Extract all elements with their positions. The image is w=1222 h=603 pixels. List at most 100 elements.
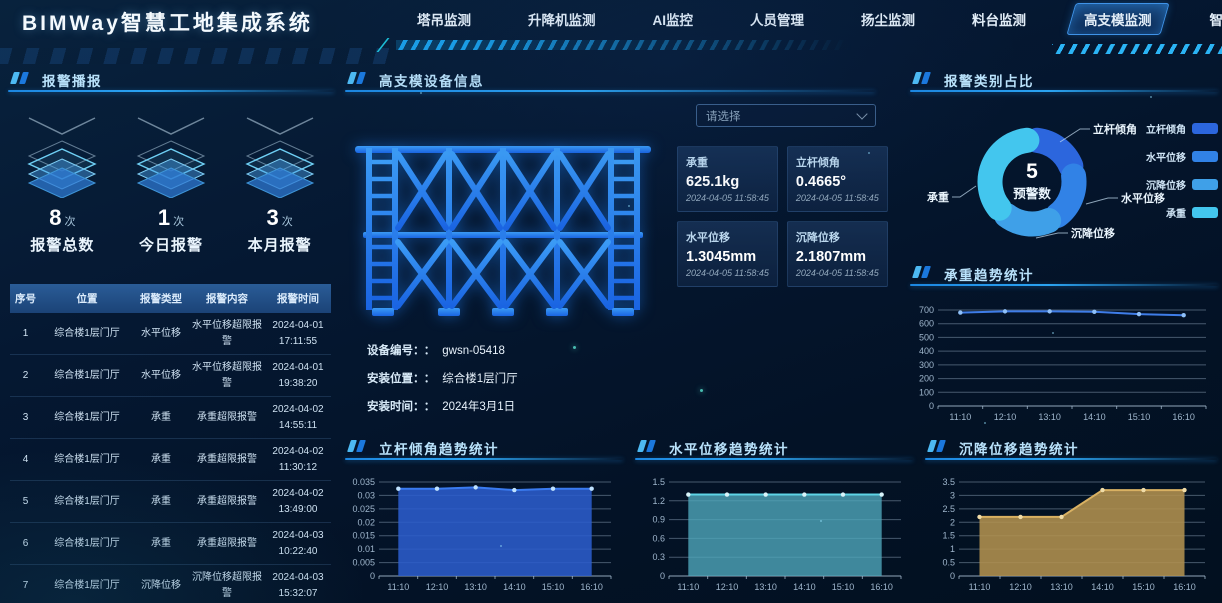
table-cell: 承重 bbox=[133, 522, 189, 565]
svg-text:15:10: 15:10 bbox=[1132, 582, 1155, 592]
svg-text:2: 2 bbox=[950, 517, 955, 527]
alarm-stat: 3 次本月报警 bbox=[228, 106, 332, 255]
metric-timestamp: 2024-04-05 11:58:45 bbox=[686, 193, 769, 203]
legend-item-水平位移[interactable]: 水平位移 bbox=[1146, 149, 1218, 164]
svg-text:13:10: 13:10 bbox=[464, 582, 487, 592]
tab-升降机监测[interactable]: 升降机监测 bbox=[516, 4, 608, 34]
chevron-down-icon bbox=[856, 107, 868, 120]
header-underline bbox=[8, 90, 334, 92]
svg-text:1.5: 1.5 bbox=[652, 477, 665, 487]
svg-text:1: 1 bbox=[950, 544, 955, 554]
device-info-row: 安装时间： ： 2024年3月1日 bbox=[367, 398, 518, 414]
svg-text:300: 300 bbox=[919, 360, 934, 370]
double-slash-icon bbox=[347, 439, 367, 457]
legend-item-沉降位移[interactable]: 沉降位移 bbox=[1146, 177, 1218, 192]
svg-text:0.015: 0.015 bbox=[352, 531, 375, 541]
table-cell: 6 bbox=[10, 522, 41, 565]
tab-扬尘监测[interactable]: 扬尘监测 bbox=[849, 4, 927, 34]
table-row: 3 综合楼1层门厅 承重 承重超限报警 2024-04-02 14:55:11 bbox=[10, 396, 331, 439]
panel-header: 立杆倾角趋势统计 bbox=[345, 436, 623, 460]
svg-text:0: 0 bbox=[950, 571, 955, 581]
header-underline bbox=[345, 458, 623, 460]
table-row: 2 综合楼1层门厅 水平位移 水平位移超限报警 2024-04-01 19:38:20 bbox=[10, 354, 331, 397]
tab-label: 人员管理 bbox=[750, 13, 804, 28]
svg-text:3.5: 3.5 bbox=[942, 477, 955, 487]
tab-智[interactable]: 智 bbox=[1198, 4, 1222, 34]
stat-unit: 次 bbox=[64, 216, 76, 228]
device-info-row: 安装位置： ： 综合楼1层门厅 bbox=[367, 370, 518, 386]
double-slash-icon bbox=[912, 265, 932, 283]
metric-timestamp: 2024-04-05 11:58:45 bbox=[686, 268, 769, 278]
svg-text:0.3: 0.3 bbox=[652, 552, 665, 562]
svg-text:0.025: 0.025 bbox=[352, 504, 375, 514]
donut-callout-label: 承重 bbox=[927, 190, 949, 204]
tab-label: 料台监测 bbox=[972, 13, 1026, 28]
table-cell: 3 bbox=[10, 396, 41, 439]
svg-text:15:10: 15:10 bbox=[542, 582, 565, 592]
table-cell: 水平位移超限报警 bbox=[189, 313, 265, 355]
svg-text:100: 100 bbox=[919, 387, 934, 397]
tab-label: 高支模监测 bbox=[1084, 13, 1152, 28]
svg-text:13:10: 13:10 bbox=[1050, 582, 1073, 592]
svg-text:12:10: 12:10 bbox=[994, 412, 1017, 422]
device-select[interactable]: 请选择 bbox=[696, 104, 876, 127]
table-header-row: 序号 位置 报警类型 报警内容 报警时间 bbox=[10, 284, 331, 313]
double-slash-icon bbox=[637, 439, 657, 457]
tab-人员管理[interactable]: 人员管理 bbox=[738, 4, 816, 34]
svg-text:13:10: 13:10 bbox=[754, 582, 777, 592]
legend-item-立杆倾角[interactable]: 立杆倾角 bbox=[1146, 121, 1218, 136]
header-underline bbox=[345, 90, 875, 92]
tab-塔吊监测[interactable]: 塔吊监测 bbox=[405, 4, 483, 34]
tab-label: 智 bbox=[1209, 13, 1222, 28]
table-row: 4 综合楼1层门厅 承重 承重超限报警 2024-04-02 11:30:12 bbox=[10, 438, 331, 481]
star-dot bbox=[820, 520, 822, 522]
table-col-header: 位置 bbox=[41, 284, 133, 313]
alarm-table-body: 1 综合楼1层门厅 水平位移 水平位移超限报警 2024-04-01 17:11:55 2… bbox=[10, 313, 331, 603]
panel-title: 沉降位移趋势统计 bbox=[959, 442, 1079, 457]
donut-slice-立杆倾角[interactable] bbox=[1024, 127, 1084, 179]
legend-label: 水平位移 bbox=[1146, 153, 1186, 164]
table-cell: 2024-04-02 11:30:12 bbox=[265, 438, 331, 481]
star-dot bbox=[700, 389, 703, 392]
tab-label: 塔吊监测 bbox=[417, 13, 471, 28]
panel-title: 水平位移趋势统计 bbox=[669, 442, 789, 457]
donut-callout-label: 立杆倾角 bbox=[1093, 122, 1137, 136]
alarm-table: 序号 位置 报警类型 报警内容 报警时间 1 综合楼1层门厅 水平位移 水平位移超限报警 202… bbox=[10, 284, 331, 603]
horizontal-disp-trend-chart: 0 0.3 0.6 0.9 1.2 1.5 11:10 12:10 13:10 14:10 15:1… bbox=[652, 477, 902, 592]
donut-slice-水平位移[interactable] bbox=[1045, 163, 1087, 228]
table-row: 1 综合楼1层门厅 水平位移 水平位移超限报警 2024-04-01 17:11:55 bbox=[10, 313, 331, 355]
donut-center-value: 5 bbox=[1026, 160, 1038, 183]
tilt-trend-panel: 立杆倾角趋势统计 0 0.005 0.01 0.015 0.02 0.025 0.03 0.0… bbox=[345, 436, 623, 602]
alarm-stat: 1 次今日报警 bbox=[119, 106, 223, 255]
table-cell: 承重超限报警 bbox=[189, 480, 265, 523]
metric-value: 0.4665° bbox=[795, 174, 847, 190]
info-value: 2024年3月1日 bbox=[442, 401, 516, 413]
panel-title: 报警类别占比 bbox=[944, 74, 1034, 89]
load-trend-panel: 承重趋势统计 0 100 200 300 400 500 600 700 11:10 12:10 1… bbox=[910, 262, 1218, 432]
table-cell: 1 bbox=[10, 313, 41, 355]
legend-item-承重[interactable]: 承重 bbox=[1146, 205, 1218, 220]
donut-slice-承重[interactable] bbox=[977, 127, 1040, 221]
table-cell: 综合楼1层门厅 bbox=[41, 313, 133, 355]
info-value: 综合楼1层门厅 bbox=[442, 373, 518, 385]
donut-center-label: 预警数 bbox=[1013, 186, 1051, 201]
tab-料台监测[interactable]: 料台监测 bbox=[960, 4, 1038, 34]
tab-高支模监测[interactable]: 高支模监测 bbox=[1066, 3, 1170, 35]
metric-value: 2.1807mm bbox=[795, 249, 867, 265]
table-cell: 2 bbox=[10, 354, 41, 397]
legend-swatch bbox=[1192, 151, 1218, 162]
legend-label: 立杆倾角 bbox=[1146, 125, 1186, 136]
svg-text:0.01: 0.01 bbox=[357, 544, 375, 554]
star-dot bbox=[420, 92, 422, 94]
table-cell: 2024-04-02 13:49:00 bbox=[265, 480, 331, 523]
tab-AI监控[interactable]: AI监控 bbox=[641, 4, 706, 34]
info-value: gwsn-05418 bbox=[442, 345, 505, 357]
table-cell: 2024-04-01 17:11:55 bbox=[265, 313, 331, 355]
alarm-table-head: 序号 位置 报警类型 报警内容 报警时间 bbox=[10, 284, 331, 313]
tab-label: 扬尘监测 bbox=[861, 13, 915, 28]
double-slash-icon bbox=[927, 439, 947, 457]
info-label: 安装位置： bbox=[367, 373, 419, 385]
donut-slice-沉降位移[interactable] bbox=[993, 202, 1062, 237]
scaffold-diagram bbox=[355, 146, 651, 316]
